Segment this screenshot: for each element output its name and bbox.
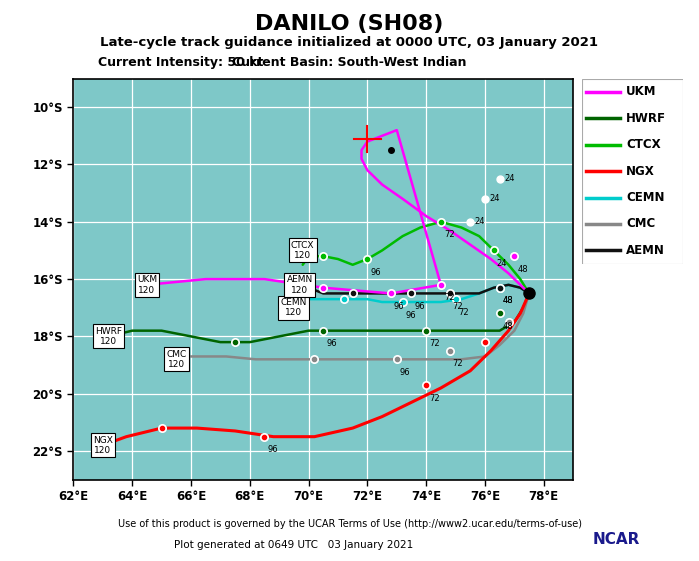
Text: CMC
120: CMC 120	[166, 350, 187, 369]
Text: 96: 96	[370, 268, 381, 277]
Text: CEMN
120: CEMN 120	[281, 298, 307, 318]
Text: AEMN: AEMN	[626, 244, 665, 257]
Text: NGX: NGX	[626, 164, 655, 178]
Text: CMC: CMC	[626, 218, 656, 231]
Text: 96: 96	[394, 302, 405, 311]
Text: 48: 48	[503, 296, 513, 305]
Text: NCAR: NCAR	[592, 532, 640, 547]
Text: 48: 48	[503, 296, 513, 305]
Text: CEMN: CEMN	[626, 191, 665, 204]
Text: NGX
120: NGX 120	[93, 435, 113, 455]
Text: CTCX: CTCX	[626, 138, 661, 151]
Text: 96: 96	[415, 302, 425, 311]
Text: Current Intensity: 50 kt: Current Intensity: 50 kt	[98, 56, 264, 69]
Text: Current Basin: South-West Indian: Current Basin: South-West Indian	[232, 56, 467, 69]
Text: 72: 72	[453, 360, 463, 369]
Text: 72: 72	[444, 293, 454, 302]
Text: AEMN
120: AEMN 120	[287, 275, 313, 295]
Text: 96: 96	[400, 368, 410, 377]
Text: 48: 48	[517, 265, 528, 274]
Text: 96: 96	[405, 311, 416, 320]
Text: 24: 24	[497, 259, 507, 268]
Text: Use of this product is governed by the UCAR Terms of Use (http://www2.ucar.edu/t: Use of this product is governed by the U…	[117, 519, 582, 529]
Text: 24: 24	[504, 174, 514, 183]
Text: 72: 72	[459, 308, 469, 317]
Text: Late-cycle track guidance initialized at 0000 UTC, 03 January 2021: Late-cycle track guidance initialized at…	[101, 36, 598, 49]
Text: 48: 48	[503, 322, 513, 331]
Text: CTCX
120: CTCX 120	[291, 241, 315, 260]
Text: 24: 24	[489, 194, 500, 204]
Text: 72: 72	[453, 302, 463, 311]
Text: 72: 72	[444, 231, 454, 240]
Text: UKM
120: UKM 120	[137, 275, 157, 295]
Text: HWRF
120: HWRF 120	[95, 327, 122, 346]
Text: DANILO (SH08): DANILO (SH08)	[255, 14, 444, 34]
Text: HWRF: HWRF	[626, 112, 666, 125]
Text: 96: 96	[268, 445, 278, 454]
Text: 96: 96	[326, 339, 337, 348]
Text: Plot generated at 0649 UTC   03 January 2021: Plot generated at 0649 UTC 03 January 20…	[174, 540, 413, 550]
Text: UKM: UKM	[626, 85, 656, 98]
Text: 72: 72	[429, 394, 440, 403]
Text: 72: 72	[429, 339, 440, 348]
Text: 24: 24	[475, 217, 485, 226]
